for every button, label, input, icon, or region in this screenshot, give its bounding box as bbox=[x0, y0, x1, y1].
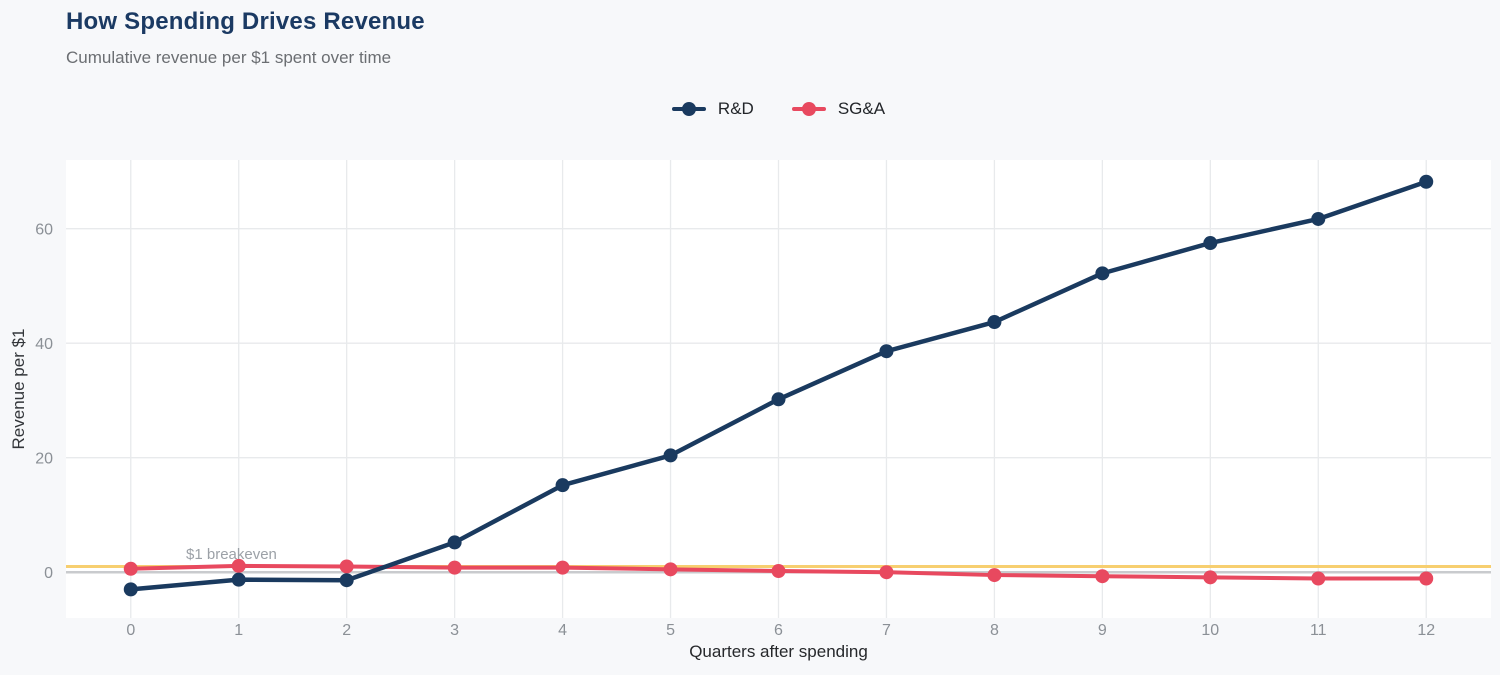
legend-item-rd: R&D bbox=[671, 99, 754, 119]
svg-text:8: 8 bbox=[990, 622, 999, 639]
svg-text:6: 6 bbox=[774, 622, 783, 639]
svg-text:5: 5 bbox=[666, 622, 675, 639]
legend-label-sga: SG&A bbox=[837, 99, 886, 118]
legend: R&D SG&A bbox=[66, 99, 1491, 119]
svg-text:20: 20 bbox=[35, 451, 53, 468]
svg-text:4: 4 bbox=[558, 622, 567, 639]
y-axis-label: Revenue per $1 bbox=[9, 328, 28, 450]
svg-text:2: 2 bbox=[342, 622, 351, 639]
svg-text:9: 9 bbox=[1098, 622, 1107, 639]
svg-text:10: 10 bbox=[1201, 622, 1219, 639]
svg-text:1: 1 bbox=[234, 622, 243, 639]
legend-item-sga: SG&A bbox=[791, 99, 886, 119]
sga-line-marker-icon bbox=[791, 102, 826, 116]
svg-text:0: 0 bbox=[44, 565, 53, 582]
breakeven-annotation: $1 breakeven bbox=[186, 546, 277, 563]
svg-text:11: 11 bbox=[1310, 622, 1327, 639]
svg-text:12: 12 bbox=[1417, 622, 1435, 639]
svg-text:3: 3 bbox=[450, 622, 459, 639]
rd-line-marker-icon bbox=[671, 102, 706, 116]
chart-subtitle: Cumulative revenue per $1 spent over tim… bbox=[66, 48, 392, 67]
chart-title: How Spending Drives Revenue bbox=[66, 8, 425, 35]
x-axis-label: Quarters after spending bbox=[689, 642, 868, 661]
svg-text:60: 60 bbox=[35, 222, 53, 239]
svg-text:40: 40 bbox=[35, 336, 53, 353]
legend-label-rd: R&D bbox=[717, 99, 754, 118]
svg-text:7: 7 bbox=[882, 622, 891, 639]
svg-text:0: 0 bbox=[126, 622, 135, 639]
